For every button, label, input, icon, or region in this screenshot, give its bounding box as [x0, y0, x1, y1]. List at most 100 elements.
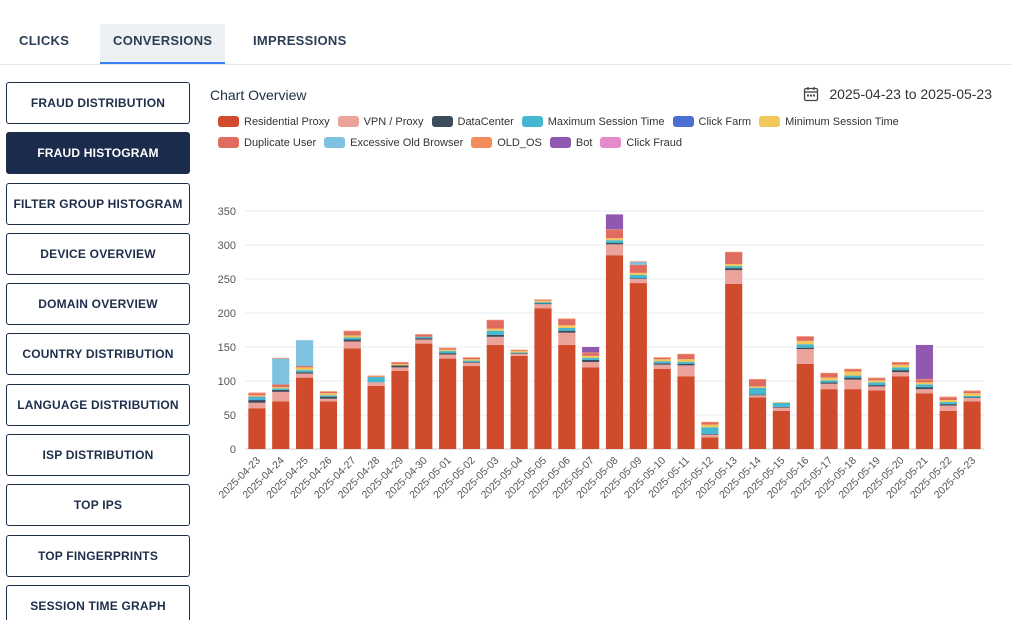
bar-segment-residential-proxy: [439, 358, 457, 449]
legend-item-bot[interactable]: Bot: [549, 135, 592, 150]
legend-swatch: [549, 137, 571, 148]
bar-segment-old-os: [439, 347, 457, 349]
legend-swatch: [672, 116, 694, 127]
bar-segment-datacenter: [510, 353, 528, 354]
bar-segment-maximum-session-time: [605, 240, 624, 243]
sidebar-item-isp-distribution[interactable]: ISP DISTRIBUTION: [6, 434, 190, 477]
legend-item-click-fraud[interactable]: Click Fraud: [600, 135, 682, 150]
bar-segment-vpn-proxy: [677, 365, 695, 377]
bar-segment-vpn-proxy: [844, 379, 862, 390]
bar-segment-residential-proxy: [629, 283, 647, 449]
bar-segment-minimum-session-time: [748, 386, 767, 388]
bar-segment-vpn-proxy: [605, 244, 624, 256]
sidebar-item-top-ips[interactable]: TOP IPS: [6, 484, 190, 527]
sidebar-item-language-distribution[interactable]: LANGUAGE DISTRIBUTION: [6, 383, 190, 426]
bar-segment-maximum-session-time: [844, 375, 862, 378]
bar-segment-maximum-session-time: [415, 336, 433, 339]
bar-segment-minimum-session-time: [701, 424, 719, 428]
bar-segment-residential-proxy: [582, 367, 600, 449]
bar-segment-minimum-session-time: [486, 328, 504, 331]
date-range-picker[interactable]: 2025-04-23 to 2025-05-23: [803, 86, 992, 102]
bar-segment-minimum-session-time: [248, 395, 266, 397]
bar-segment-vpn-proxy: [748, 395, 767, 398]
bar-segment-datacenter: [486, 334, 504, 337]
bar-segment-duplicate-user: [558, 319, 576, 326]
tab-impressions[interactable]: IMPRESSIONS: [253, 33, 347, 48]
bar-segment-old-os: [343, 330, 361, 332]
bar-segment-residential-proxy: [653, 368, 671, 449]
bar-segment-maximum-session-time: [653, 361, 671, 364]
y-tick-label: 150: [218, 342, 236, 354]
sidebar-item-session-time-graph[interactable]: SESSION TIME GRAPH: [6, 584, 190, 620]
bar-segment-minimum-session-time: [462, 359, 481, 361]
bar-segment-residential-proxy: [772, 410, 790, 449]
legend-item-old-os[interactable]: OLD_OS: [471, 135, 542, 150]
bar-segment-minimum-session-time: [319, 393, 338, 396]
bar-segment-old-os: [653, 357, 671, 358]
bar-segment-datacenter: [868, 385, 886, 387]
bar-segment-duplicate-user: [677, 354, 695, 360]
legend-item-maximum-session-time[interactable]: Maximum Session Time: [521, 114, 665, 129]
sidebar-item-country-distribution[interactable]: COUNTRY DISTRIBUTION: [6, 333, 190, 376]
bar-segment-datacenter: [391, 365, 409, 368]
sidebar-item-fraud-histogram[interactable]: FRAUD HISTOGRAM: [6, 132, 190, 175]
bar-segment-maximum-session-time: [629, 274, 647, 279]
y-tick-label: 300: [218, 240, 236, 252]
bar-segment-datacenter: [629, 278, 647, 279]
sidebar-item-domain-overview[interactable]: DOMAIN OVERVIEW: [6, 283, 190, 326]
bar-segment-residential-proxy: [915, 393, 933, 449]
bar-segment-minimum-session-time: [558, 325, 576, 328]
bar-segment-old-os: [534, 299, 552, 301]
legend-label: VPN / Proxy: [363, 115, 424, 128]
legend-item-click-farm[interactable]: Click Farm: [672, 114, 752, 129]
y-tick-label: 0: [230, 444, 236, 456]
bar-segment-duplicate-user: [891, 362, 910, 365]
legend-item-residential-proxy[interactable]: Residential Proxy: [218, 114, 330, 129]
bar-segment-duplicate-user: [963, 391, 981, 394]
bar-segment-maximum-session-time: [891, 367, 910, 371]
bar-segment-maximum-session-time: [748, 387, 767, 395]
tab-conversions[interactable]: CONVERSIONS: [100, 24, 226, 64]
bar-segment-maximum-session-time: [343, 337, 361, 340]
date-range-text: 2025-04-23 to 2025-05-23: [829, 86, 992, 102]
bar-segment-vpn-proxy: [820, 383, 838, 390]
sidebar-item-top-fingerprints[interactable]: TOP FINGERPRINTS: [6, 534, 190, 577]
bar-segment-old-os: [844, 368, 862, 370]
legend-label: Minimum Session Time: [785, 115, 899, 128]
bar-segment-datacenter: [915, 387, 933, 390]
bar-segment-vpn-proxy: [915, 389, 933, 394]
bar-segment-duplicate-user: [939, 397, 957, 401]
legend-label: Click Farm: [698, 115, 752, 128]
bar-segment-duplicate-user: [820, 373, 838, 378]
bar-segment-residential-proxy: [820, 389, 838, 449]
bar-segment-datacenter: [296, 372, 314, 374]
bar-segment-maximum-session-time: [677, 361, 695, 364]
bar-segment-old-os: [605, 229, 624, 231]
sidebar-item-filter-group-histogram[interactable]: FILTER GROUP HISTOGRAM: [6, 182, 190, 225]
bar-segment-datacenter: [963, 397, 981, 398]
bar-segment-minimum-session-time: [272, 387, 290, 389]
legend-item-excessive-old-browser[interactable]: Excessive Old Browser: [324, 135, 463, 150]
sidebar-item-device-overview[interactable]: DEVICE OVERVIEW: [6, 232, 190, 275]
bar-segment-datacenter: [772, 406, 790, 408]
bar-segment-duplicate-user: [319, 391, 338, 394]
legend-item-vpn-proxy[interactable]: VPN / Proxy: [337, 114, 424, 129]
bar-segment-vpn-proxy: [796, 349, 814, 364]
bar-segment-maximum-session-time: [701, 427, 719, 435]
tab-clicks[interactable]: CLICKS: [19, 33, 70, 48]
bar-segment-minimum-session-time: [534, 300, 552, 303]
bar-segment-residential-proxy: [677, 376, 695, 449]
bar-segment-vpn-proxy: [272, 391, 290, 402]
legend-label: Duplicate User: [244, 136, 317, 149]
sidebar-item-fraud-distribution[interactable]: FRAUD DISTRIBUTION: [6, 82, 190, 124]
bar-segment-bot: [915, 344, 933, 379]
bar-segment-bot: [605, 214, 624, 230]
y-tick-label: 100: [218, 376, 236, 388]
bar-segment-residential-proxy: [796, 364, 814, 449]
legend-item-duplicate-user[interactable]: Duplicate User: [218, 135, 316, 150]
bar-segment-old-os: [796, 336, 814, 337]
bar-segment-residential-proxy: [486, 344, 504, 449]
bar-segment-maximum-session-time: [939, 402, 957, 405]
legend-item-datacenter[interactable]: DataCenter: [431, 114, 514, 129]
legend-item-minimum-session-time[interactable]: Minimum Session Time: [759, 114, 899, 129]
